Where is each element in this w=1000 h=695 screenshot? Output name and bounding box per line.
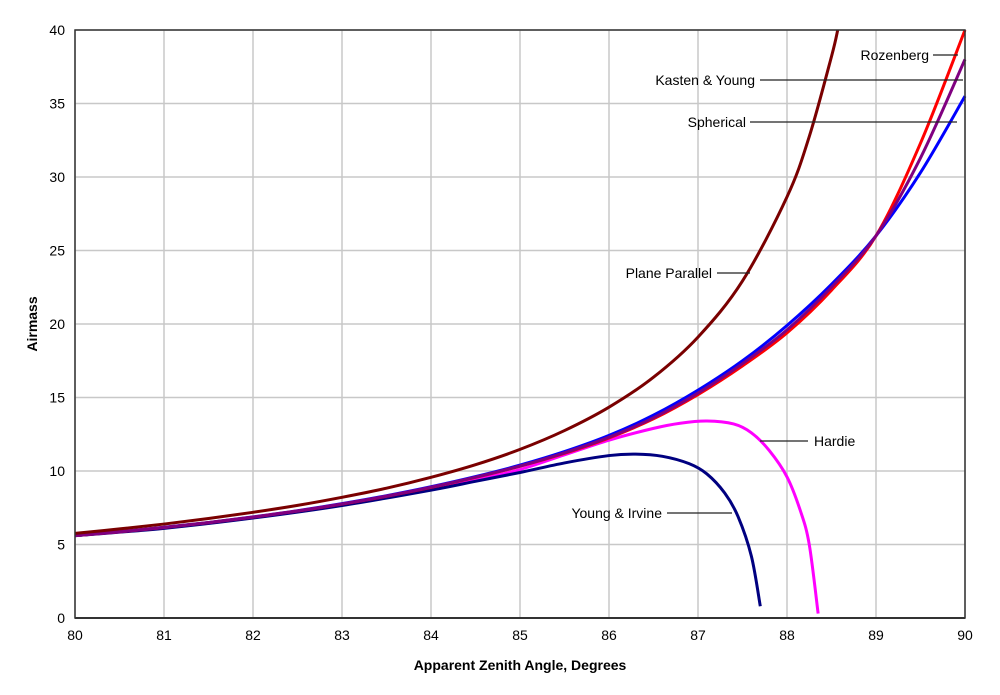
x-tick-label: 88 (779, 627, 795, 643)
x-tick-label: 87 (690, 627, 706, 643)
y-tick-label: 0 (57, 610, 65, 626)
series-annotation: Rozenberg (861, 47, 930, 63)
series-annotation: Spherical (688, 114, 746, 130)
series-annotation: Plane Parallel (626, 265, 712, 281)
x-tick-label: 81 (156, 627, 172, 643)
y-tick-label: 15 (49, 390, 65, 406)
series-line-young-irvine (74, 452, 762, 607)
y-tick-label: 10 (49, 463, 65, 479)
y-tick-label: 5 (57, 537, 65, 553)
grid (74, 29, 966, 619)
y-tick-label: 40 (49, 22, 65, 38)
x-tick-label: 89 (868, 627, 884, 643)
series-annotation: Kasten & Young (655, 72, 755, 88)
series-line-plane-parallel (74, 29, 840, 535)
x-tick-label: 84 (423, 627, 439, 643)
y-tick-label: 35 (49, 96, 65, 112)
annotations: Rozenberg Kasten & Young Spherical Plane Pa… (571, 47, 963, 521)
tick-labels: 80 81 82 83 84 85 86 87 88 89 90 0 5 10 15 20 25 30 35 40 (49, 22, 973, 643)
x-tick-label: 82 (245, 627, 261, 643)
y-tick-label: 20 (49, 316, 65, 332)
x-tick-label: 90 (957, 627, 973, 643)
x-axis-label: Apparent Zenith Angle, Degrees (414, 657, 627, 673)
y-tick-label: 25 (49, 243, 65, 259)
y-tick-label: 30 (49, 169, 65, 185)
series-line-kasten-young (74, 58, 967, 538)
curves (74, 29, 967, 614)
x-tick-label: 85 (512, 627, 528, 643)
x-tick-label: 86 (601, 627, 617, 643)
plot-frame (74, 29, 966, 619)
series-annotation: Young & Irvine (571, 505, 662, 521)
x-tick-label: 83 (334, 627, 350, 643)
y-axis-label: Airmass (24, 296, 40, 351)
series-line-hardie (74, 419, 820, 614)
x-tick-label: 80 (67, 627, 83, 643)
series-annotation: Hardie (814, 433, 855, 449)
